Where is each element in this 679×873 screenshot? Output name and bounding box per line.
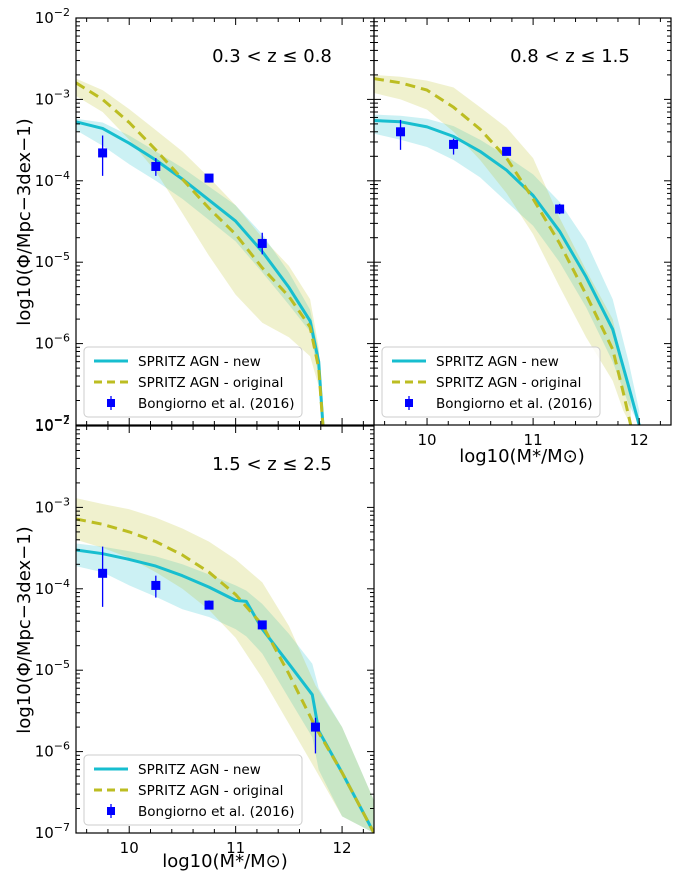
tick-base: 10 xyxy=(35,90,54,108)
y-tick-label: 10−3 xyxy=(35,87,70,108)
data-point xyxy=(555,204,565,214)
data-point xyxy=(449,139,459,149)
tick-base: 10 xyxy=(35,580,54,598)
legend-label: Bongiorno et al. (2016) xyxy=(436,396,592,412)
redshift-annotation: 0.8 < z ≤ 1.5 xyxy=(510,46,630,67)
tick-exponent: −4 xyxy=(54,577,70,590)
data-point xyxy=(257,620,267,630)
band-original xyxy=(374,74,631,425)
tick-exponent: −2 xyxy=(54,6,70,19)
axes-frame xyxy=(373,17,672,426)
band-original xyxy=(76,498,374,833)
y-axis-label: log10(Φ/Mpc−3dex−1) xyxy=(14,526,35,733)
tick-base: 10 xyxy=(35,498,54,516)
x-tick-label: 11 xyxy=(524,431,543,449)
band-new xyxy=(374,114,640,425)
panel-1: 10−710−610−510−410−310−20.3 < z ≤ 0.8log… xyxy=(14,6,375,434)
y-tick-label: 10−6 xyxy=(35,740,70,761)
tick-base: 10 xyxy=(35,417,54,435)
tick-base: 10 xyxy=(35,335,54,353)
x-axis-label: log10(M*/M⊙) xyxy=(162,851,288,872)
axes-frame xyxy=(75,425,375,834)
tick-exponent: −4 xyxy=(54,169,70,182)
redshift-annotation: 0.3 < z ≤ 0.8 xyxy=(212,46,332,67)
legend-box xyxy=(381,346,601,418)
tick-exponent: −5 xyxy=(54,658,70,671)
y-tick-label: 10−7 xyxy=(35,821,70,842)
legend-label: Bongiorno et al. (2016) xyxy=(138,804,294,820)
legend-label: SPRITZ AGN - new xyxy=(138,354,261,370)
legend-marker xyxy=(405,399,413,407)
plot-area xyxy=(76,78,325,425)
legend-label: Bongiorno et al. (2016) xyxy=(138,396,294,412)
data-point xyxy=(204,173,214,183)
x-tick-label: 11 xyxy=(226,839,245,857)
data-point xyxy=(98,148,108,158)
data-point xyxy=(396,127,406,137)
y-tick-label: 10−6 xyxy=(35,332,70,353)
legend-label: SPRITZ AGN - original xyxy=(138,375,283,391)
tick-base: 10 xyxy=(35,743,54,761)
panel-2: 10 11 12 0.8 < z ≤ 1.5 log10(M*/M⊙) SPRITZ AG… xyxy=(373,17,672,467)
x-tick-label: 12 xyxy=(630,431,649,449)
y-tick-label: 10−7 xyxy=(35,413,70,434)
panel-3: 10−710−610−510−410−310−210 11 121.5 < z ≤ … xyxy=(14,414,375,872)
data-point xyxy=(257,238,267,248)
series-line-original xyxy=(374,77,633,425)
legend: SPRITZ AGN - new SPRITZ AGN - original Bon… xyxy=(83,754,303,826)
band-original xyxy=(76,78,323,425)
legend-label: SPRITZ AGN - new xyxy=(138,762,261,778)
series-line-new xyxy=(374,119,641,425)
plot-area xyxy=(76,498,374,833)
y-axis-label: log10(Φ/Mpc−3dex−1) xyxy=(14,118,35,325)
data-point xyxy=(98,568,108,578)
tick-base: 10 xyxy=(35,172,54,190)
data-point xyxy=(151,161,161,171)
x-tick-label: 12 xyxy=(333,839,352,857)
tick-base: 10 xyxy=(35,9,54,27)
x-tick-label: 10 xyxy=(417,431,436,449)
data-point xyxy=(310,722,320,732)
band-new xyxy=(76,118,323,425)
legend-label: SPRITZ AGN - original xyxy=(436,375,581,391)
plot-area xyxy=(374,74,641,425)
y-tick-label: 10−3 xyxy=(35,495,70,516)
tick-exponent: −3 xyxy=(54,495,70,508)
legend: SPRITZ AGN - new SPRITZ AGN - original Bon… xyxy=(83,346,303,418)
data-point xyxy=(502,146,512,156)
y-tick-label: 10−5 xyxy=(35,250,70,271)
redshift-annotation: 1.5 < z ≤ 2.5 xyxy=(212,454,332,475)
legend-marker xyxy=(107,807,115,815)
legend: SPRITZ AGN - new SPRITZ AGN - original Bon… xyxy=(381,346,601,418)
tick-exponent: −7 xyxy=(54,821,70,834)
y-tick-label: 10−5 xyxy=(35,658,70,679)
y-tick-label: 10−2 xyxy=(35,414,70,435)
tick-base: 10 xyxy=(35,661,54,679)
tick-exponent: −7 xyxy=(54,413,70,426)
tick-base: 10 xyxy=(35,416,54,434)
tick-exponent: −6 xyxy=(54,740,70,753)
legend-box xyxy=(83,346,303,418)
legend-box xyxy=(83,754,303,826)
y-tick-label: 10−4 xyxy=(35,577,70,598)
tick-exponent: −6 xyxy=(54,332,70,345)
tick-exponent: −3 xyxy=(54,87,70,100)
tick-base: 10 xyxy=(35,253,54,271)
data-point xyxy=(151,580,161,590)
legend-marker xyxy=(107,399,115,407)
y-tick-label: 10−2 xyxy=(35,6,70,27)
x-tick-label: 10 xyxy=(120,839,139,857)
tick-exponent: −5 xyxy=(54,250,70,263)
x-axis-label: log10(M*/M⊙) xyxy=(459,446,585,467)
series-line-original xyxy=(76,517,374,833)
data-point xyxy=(204,600,214,610)
legend-label: SPRITZ AGN - new xyxy=(436,354,559,370)
legend-label: SPRITZ AGN - original xyxy=(138,783,283,799)
y-tick-label: 10−4 xyxy=(35,169,70,190)
tick-exponent: −2 xyxy=(54,414,70,427)
tick-base: 10 xyxy=(35,824,54,842)
